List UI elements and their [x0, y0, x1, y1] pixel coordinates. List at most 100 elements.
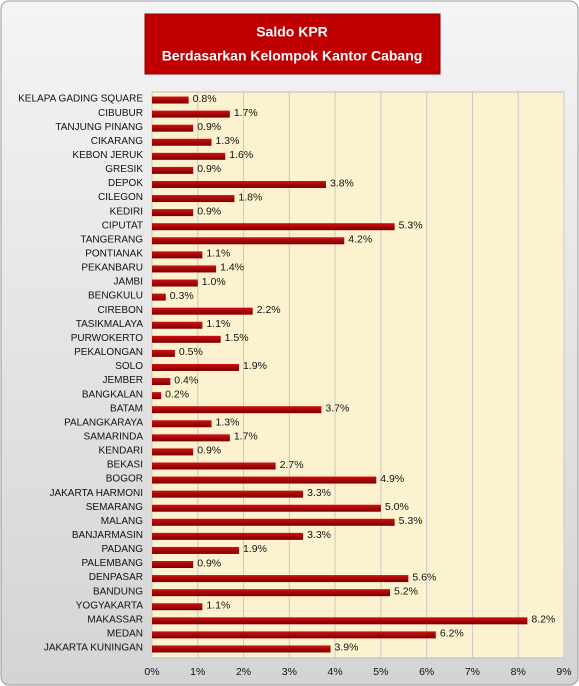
value-label: 0.9% — [197, 121, 221, 133]
y-tick-label: PADANG — [102, 544, 144, 555]
y-tick-label: SEMARANG — [86, 502, 143, 513]
y-tick-label: MEDAN — [107, 629, 143, 640]
bar — [152, 490, 304, 498]
x-tick-label: 4% — [328, 666, 343, 678]
bar — [152, 166, 194, 174]
value-label: 0.9% — [197, 205, 221, 217]
x-tick-label: 1% — [190, 666, 205, 678]
bar — [152, 180, 326, 188]
chart-title: Saldo KPR — [256, 24, 328, 40]
y-tick-label: TANGERANG — [80, 234, 143, 245]
y-tick-label: BANJARMASIN — [72, 530, 143, 541]
value-label: 4.2% — [348, 234, 372, 246]
plot-area — [151, 91, 565, 659]
bar — [152, 546, 239, 554]
value-label: 5.3% — [399, 515, 423, 527]
bar — [152, 406, 322, 414]
value-label: 1.1% — [206, 248, 230, 260]
y-tick-label: PONTIANAK — [85, 249, 143, 260]
value-label: 0.9% — [197, 557, 221, 569]
x-tick-label: 0% — [144, 666, 159, 678]
y-tick-label: KENDARI — [99, 446, 143, 457]
bar — [152, 631, 436, 639]
bar — [152, 434, 230, 442]
x-tick-label: 3% — [282, 666, 297, 678]
bar — [152, 124, 194, 132]
value-label: 1.8% — [238, 191, 262, 203]
y-tick-label: PALEMBANG — [82, 558, 144, 569]
y-tick-label: BENGKULU — [88, 291, 143, 302]
value-label: 1.5% — [225, 332, 249, 344]
y-tick-label: CIREBON — [97, 305, 143, 316]
y-tick-label: JAKARTA HARMONI — [49, 488, 143, 499]
value-label: 2.7% — [280, 459, 304, 471]
bar — [152, 349, 175, 357]
y-tick-label: JAKARTA KUNINGAN — [44, 643, 143, 654]
y-tick-label: GRESIK — [105, 164, 143, 175]
value-label: 1.7% — [234, 107, 258, 119]
y-tick-label: MAKASSAR — [87, 614, 143, 625]
value-label: 0.9% — [197, 445, 221, 457]
value-label: 3.8% — [330, 177, 354, 189]
y-tick-label: JAMBI — [114, 277, 143, 288]
bar — [152, 307, 253, 315]
y-tick-label: CIPUTAT — [102, 220, 143, 231]
value-label: 0.9% — [197, 163, 221, 175]
value-label: 3.7% — [325, 402, 349, 414]
value-label: 5.3% — [399, 219, 423, 231]
y-tick-label: CILEGON — [98, 192, 143, 203]
value-label: 4.9% — [380, 473, 404, 485]
value-label: 0.3% — [170, 290, 194, 302]
bar — [152, 335, 221, 343]
x-tick-label: 2% — [236, 666, 251, 678]
bar — [152, 138, 212, 146]
bar — [152, 532, 304, 540]
bar — [152, 265, 217, 273]
bar — [152, 237, 345, 245]
x-tick-label: 7% — [465, 666, 480, 678]
y-tick-label: TANJUNG PINANG — [55, 122, 143, 133]
bar — [152, 575, 409, 583]
y-tick-label: PURWOKERTO — [71, 333, 143, 344]
x-tick-label: 8% — [511, 666, 526, 678]
bar — [152, 589, 391, 597]
bar — [152, 293, 166, 301]
y-tick-label: SOLO — [115, 361, 143, 372]
y-tick-label: TASIKMALAYA — [76, 319, 144, 330]
y-tick-label: SAMARINDA — [84, 431, 144, 442]
value-label: 1.9% — [243, 360, 267, 372]
value-label: 1.9% — [243, 543, 267, 555]
y-tick-label: BOGOR — [106, 474, 143, 485]
y-tick-label: KEDIRI — [110, 206, 143, 217]
bar — [152, 96, 189, 104]
value-label: 5.2% — [394, 585, 418, 597]
y-tick-label: PEKANBARU — [81, 263, 143, 274]
bar — [152, 504, 381, 512]
bar — [152, 617, 528, 625]
value-label: 8.2% — [531, 614, 555, 626]
y-tick-label: JEMBER — [102, 375, 143, 386]
x-tick-label: 5% — [373, 666, 388, 678]
value-label: 5.6% — [412, 571, 436, 583]
value-label: 1.3% — [216, 417, 240, 429]
y-tick-label: PEKALONGAN — [74, 347, 143, 358]
bar — [152, 462, 276, 470]
bar — [152, 392, 162, 400]
value-label: 1.7% — [234, 431, 258, 443]
chart-subtitle: Berdasarkan Kelompok Kantor Cabang — [162, 48, 423, 64]
x-tick-label: 9% — [556, 666, 571, 678]
value-label: 1.6% — [229, 149, 253, 161]
bar — [152, 363, 239, 371]
y-tick-label: BANDUNG — [93, 586, 143, 597]
bar — [152, 209, 194, 217]
y-tick-label: KEBON JERUK — [72, 150, 143, 161]
value-label: 1.4% — [220, 262, 244, 274]
bar — [152, 279, 198, 287]
x-tick-label: 6% — [419, 666, 434, 678]
value-label: 1.0% — [202, 276, 226, 288]
title-box — [144, 13, 441, 75]
bar — [152, 110, 230, 118]
y-tick-label: PALANGKARAYA — [64, 417, 143, 428]
value-label: 0.5% — [179, 346, 203, 358]
